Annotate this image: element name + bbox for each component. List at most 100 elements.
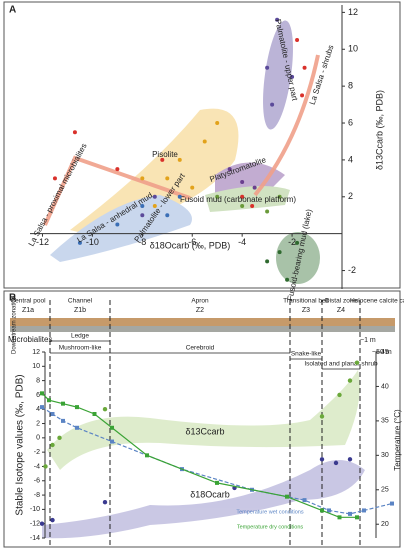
- point: [160, 157, 165, 162]
- point: [50, 517, 55, 523]
- point: [265, 65, 270, 70]
- point: [354, 360, 360, 365]
- point: [348, 511, 352, 516]
- point: [295, 38, 300, 43]
- y-tick-label: -2: [348, 265, 356, 275]
- point: [285, 494, 289, 499]
- panel-label: A: [9, 5, 16, 16]
- point: [270, 102, 275, 107]
- zone-code: Z1b: [74, 307, 86, 314]
- x-axis-label: δ18Ocarb (‰, PDB): [150, 240, 231, 250]
- series-line: [41, 406, 393, 515]
- panel-a-frame: [3, 1, 401, 289]
- y-tick-label: 6: [348, 117, 353, 127]
- point: [102, 500, 108, 505]
- series-line: [41, 392, 357, 518]
- y2-tick-label: 45: [381, 349, 389, 356]
- point: [75, 405, 79, 410]
- microbialite-label: Snake-like: [291, 351, 322, 358]
- point: [333, 460, 339, 466]
- zone-name: Holocene calcite cap: [350, 298, 404, 305]
- point: [57, 435, 62, 441]
- point: [202, 139, 207, 144]
- y-tick-label: 4: [36, 406, 40, 413]
- point: [302, 65, 307, 70]
- region: [70, 108, 239, 235]
- zone-name: Distal zone: [325, 298, 358, 305]
- series-label: δ18Ocarb: [190, 489, 230, 499]
- point: [215, 480, 219, 485]
- y-tick-label: -10: [30, 506, 40, 513]
- point: [215, 121, 220, 126]
- strip-label: Downstream zonation: [12, 296, 18, 354]
- point: [285, 277, 290, 282]
- series-label: δ13Ccarb: [185, 426, 224, 436]
- x-tick-label: -2: [288, 237, 296, 247]
- point: [140, 204, 145, 209]
- point: [110, 439, 114, 444]
- point: [227, 167, 232, 172]
- region: [205, 186, 290, 212]
- arrows: [43, 54, 320, 226]
- point: [50, 442, 55, 448]
- region: [276, 232, 320, 284]
- point: [290, 74, 295, 79]
- y2-tick-label: 25: [381, 487, 389, 494]
- point: [165, 213, 170, 218]
- point: [240, 180, 245, 185]
- y-axis-label: Stable Isotope values (‰, PDB): [15, 374, 26, 515]
- y-tick-label: -14: [30, 535, 40, 542]
- point: [190, 185, 195, 190]
- y-tick-label: 10: [32, 363, 40, 370]
- point: [337, 515, 342, 520]
- x-tick-label: -6: [188, 237, 196, 247]
- y-tick-label: -4: [34, 463, 40, 470]
- point: [277, 250, 282, 255]
- point: [43, 464, 48, 469]
- group-label: Pisolite: [152, 150, 178, 159]
- y-axis-label: δ13Ccarb (‰, PDB): [374, 90, 384, 170]
- point: [265, 209, 270, 214]
- zone-code: Z3: [302, 307, 310, 314]
- point: [72, 130, 77, 135]
- y-tick-label: 2: [348, 191, 353, 201]
- microbialite-label: Ledge: [71, 333, 89, 340]
- point: [300, 93, 305, 98]
- panel-label: B: [9, 293, 16, 304]
- y-tick-label: 8: [348, 81, 353, 91]
- zone-code: Z2: [196, 307, 204, 314]
- point: [165, 176, 170, 181]
- scale-label: ~50 m: [372, 349, 392, 356]
- y2-tick-label: 40: [381, 383, 389, 390]
- point: [140, 213, 145, 218]
- row-label: Microbialites: [8, 335, 52, 344]
- y2-tick-label: 35: [381, 418, 389, 425]
- x-tick-label: -10: [86, 237, 99, 247]
- point: [302, 498, 307, 503]
- arrow: [253, 54, 320, 197]
- point: [355, 515, 359, 520]
- point: [177, 157, 182, 162]
- regions: [42, 20, 365, 539]
- y-tick-label: 4: [348, 154, 353, 164]
- point: [265, 259, 270, 264]
- point: [327, 508, 331, 513]
- x-tick-label: -4: [238, 237, 246, 247]
- water: [10, 326, 395, 332]
- point: [240, 194, 245, 199]
- zone-name: Central pool: [10, 298, 46, 305]
- point: [52, 176, 57, 181]
- point: [110, 425, 114, 430]
- zone-code: Z4: [337, 307, 345, 314]
- point: [347, 457, 353, 462]
- point: [295, 240, 300, 245]
- point: [252, 185, 257, 190]
- point: [39, 521, 45, 526]
- region: [263, 20, 293, 130]
- band: [47, 370, 360, 470]
- point: [277, 194, 282, 199]
- y-tick-label: -12: [30, 521, 40, 528]
- point: [61, 418, 65, 423]
- x-tick-label: -8: [138, 237, 146, 247]
